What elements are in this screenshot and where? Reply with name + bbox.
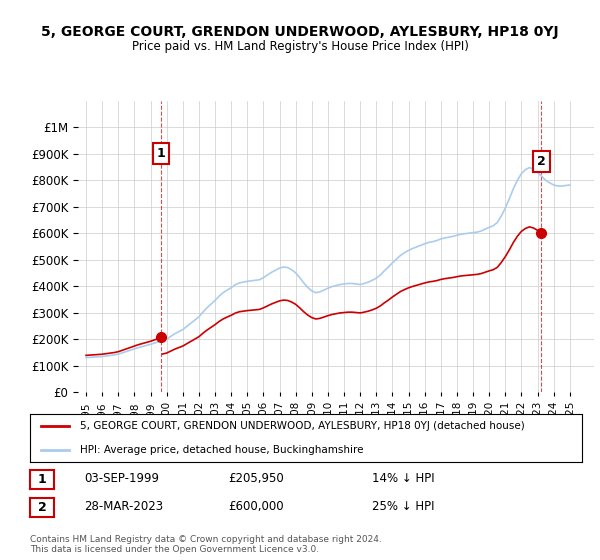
Text: 14% ↓ HPI: 14% ↓ HPI	[372, 472, 434, 486]
Text: 2: 2	[537, 155, 546, 168]
Text: 5, GEORGE COURT, GRENDON UNDERWOOD, AYLESBURY, HP18 0YJ (detached house): 5, GEORGE COURT, GRENDON UNDERWOOD, AYLE…	[80, 421, 524, 431]
Text: £600,000: £600,000	[228, 500, 284, 514]
Text: 03-SEP-1999: 03-SEP-1999	[84, 472, 159, 486]
Text: 28-MAR-2023: 28-MAR-2023	[84, 500, 163, 514]
Text: £205,950: £205,950	[228, 472, 284, 486]
Text: 25% ↓ HPI: 25% ↓ HPI	[372, 500, 434, 514]
Text: Price paid vs. HM Land Registry's House Price Index (HPI): Price paid vs. HM Land Registry's House …	[131, 40, 469, 53]
Text: 2: 2	[38, 501, 46, 514]
Text: 5, GEORGE COURT, GRENDON UNDERWOOD, AYLESBURY, HP18 0YJ: 5, GEORGE COURT, GRENDON UNDERWOOD, AYLE…	[41, 25, 559, 39]
Text: Contains HM Land Registry data © Crown copyright and database right 2024.
This d: Contains HM Land Registry data © Crown c…	[30, 535, 382, 554]
Text: 1: 1	[157, 147, 166, 160]
Text: 1: 1	[38, 473, 46, 486]
Text: HPI: Average price, detached house, Buckinghamshire: HPI: Average price, detached house, Buck…	[80, 445, 363, 455]
